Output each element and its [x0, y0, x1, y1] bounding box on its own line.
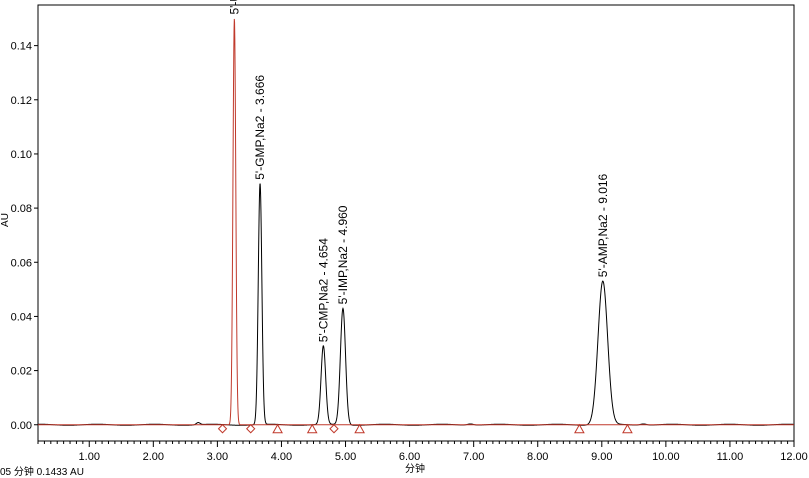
plot-frame	[37, 4, 795, 442]
x-tick-label: 11.00	[717, 451, 744, 463]
peak-marker-diamond	[245, 424, 256, 434]
x-tick-label: 9.00	[591, 451, 612, 463]
x-tick-label: 8.00	[527, 451, 548, 463]
x-axis-title: 分钟	[405, 462, 425, 475]
peak-marker-diamond	[217, 424, 228, 434]
y-tick-label: 0.08	[11, 203, 32, 215]
peak-marker-diamond	[329, 424, 339, 434]
peak-label: 5'-GMP,Na2 - 3.666	[253, 75, 267, 180]
peak-label: 5'-CMP,Na2 - 4.654	[316, 238, 330, 342]
peak-marker-triangle	[354, 423, 365, 434]
trace-red	[38, 18, 794, 426]
peak-label: 5'-IMP,Na2 - 4.960	[336, 205, 350, 304]
x-tick-label: 6.00	[399, 451, 420, 463]
x-tick-label: 5.00	[335, 451, 356, 463]
x-tick-label: 2.00	[143, 451, 164, 463]
axes: 0.00 0.02 0.04 0.06 0.08 0.10 0.12 0.14 1.00 2.00…	[11, 41, 808, 463]
x-tick-label: 3.00	[207, 451, 228, 463]
y-tick-label: 0.10	[11, 149, 32, 161]
peak-label: 5'-AMP,Na2 - 9.016	[596, 173, 610, 277]
y-tick-label: 0.04	[11, 311, 32, 323]
peak-marker-triangle	[306, 423, 318, 434]
status-readout: 05 分钟 0.1433 AU	[0, 467, 84, 478]
x-tick-label: 1.00	[79, 451, 100, 463]
peak-marker-triangle	[272, 423, 283, 434]
peak-markers	[217, 423, 633, 434]
x-tick-label: 10.00	[652, 451, 680, 463]
y-tick-label: 0.12	[11, 95, 32, 107]
peak-labels: 5'-GMP,Na2 - 3.666 5'-CMP,Na2 - 4.654 5'-I…	[227, 0, 609, 342]
y-axis-title: AU	[0, 213, 11, 227]
traces	[38, 18, 795, 426]
peak-label: 5'-UMP,Na2 - 3.265	[227, 0, 241, 15]
x-tick-label: 4.00	[271, 451, 292, 463]
peak-marker-triangle	[574, 423, 585, 434]
x-tick-label: 12.00	[780, 451, 808, 463]
y-tick-label: 0.14	[11, 41, 32, 53]
y-tick-label: 0.00	[11, 420, 32, 432]
y-tick-label: 0.06	[11, 257, 32, 269]
x-tick-label: 7.00	[463, 451, 484, 463]
y-tick-label: 0.02	[11, 366, 32, 378]
peak-marker-triangle	[622, 423, 633, 434]
